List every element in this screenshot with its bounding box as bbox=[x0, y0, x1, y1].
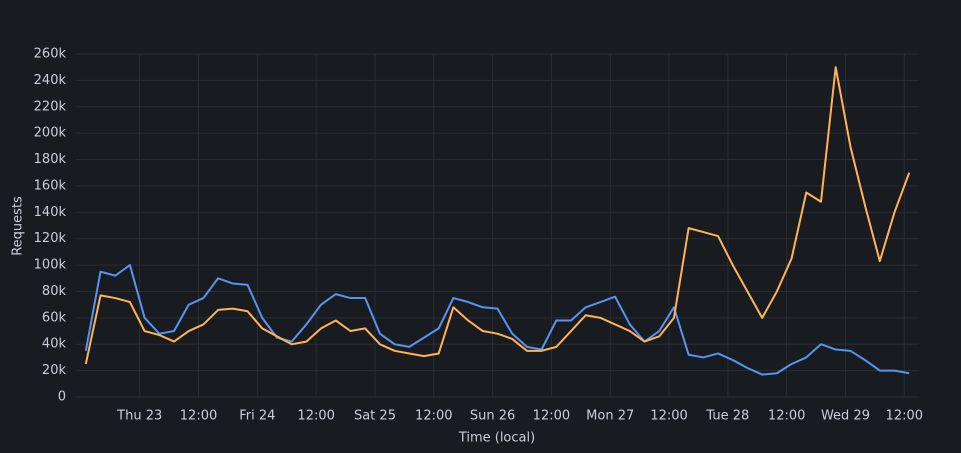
y-axis-label: Requests bbox=[11, 196, 26, 256]
y-tick-label: 260k bbox=[34, 47, 67, 62]
y-tick-label: 0 bbox=[58, 390, 66, 405]
x-tick-label: Thu 23 bbox=[116, 409, 162, 424]
y-tick-label: 80k bbox=[42, 284, 67, 299]
y-tick-label: 60k bbox=[42, 310, 67, 325]
y-tick-label: 240k bbox=[34, 73, 67, 88]
x-tick-label: Wed 29 bbox=[821, 409, 870, 424]
y-tick-label: 120k bbox=[34, 231, 67, 246]
y-tick-label: 20k bbox=[42, 363, 67, 378]
x-tick-label: 12:00 bbox=[415, 409, 452, 424]
x-tick-label: 12:00 bbox=[886, 409, 923, 424]
y-tick-label: 100k bbox=[34, 258, 67, 273]
x-tick-label: 12:00 bbox=[180, 409, 217, 424]
y-tick-label: 40k bbox=[42, 337, 67, 352]
series-line bbox=[84, 66, 911, 365]
x-tick-label: 12:00 bbox=[768, 409, 805, 424]
x-axis-label: Time (local) bbox=[458, 431, 535, 446]
y-tick-label: 180k bbox=[34, 152, 67, 167]
y-tick-label: 160k bbox=[34, 178, 67, 193]
x-tick-label: Sat 25 bbox=[354, 409, 396, 424]
series-line bbox=[84, 264, 910, 376]
x-tick-label: 12:00 bbox=[650, 409, 687, 424]
x-tick-label: 12:00 bbox=[297, 409, 334, 424]
x-tick-label: Fri 24 bbox=[239, 409, 275, 424]
y-tick-label: 220k bbox=[34, 99, 67, 114]
x-tick-label: Tue 28 bbox=[705, 409, 749, 424]
y-tick-label: 140k bbox=[34, 205, 67, 220]
x-tick-label: Mon 27 bbox=[586, 409, 634, 424]
y-tick-label: 200k bbox=[34, 126, 67, 141]
x-tick-label: 12:00 bbox=[533, 409, 570, 424]
x-tick-label: Sun 26 bbox=[470, 409, 515, 424]
